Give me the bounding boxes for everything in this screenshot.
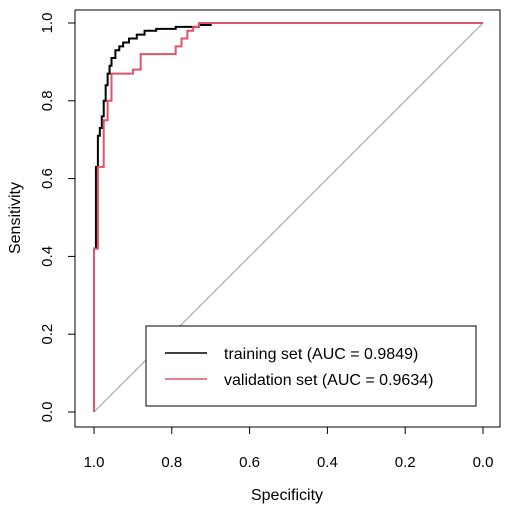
legend: training set (AUC = 0.9849) validation s… xyxy=(145,325,477,407)
roc-curve-training xyxy=(93,22,293,412)
y-tick-label: 1.0 xyxy=(39,13,56,34)
y-tick-label: 0.0 xyxy=(39,402,56,423)
x-tick-label: 0.8 xyxy=(161,454,182,471)
y-tick-label: 0.2 xyxy=(39,324,56,345)
roc-curve-validation xyxy=(93,22,483,412)
y-tick-label: 0.6 xyxy=(39,168,56,189)
x-axis-title: Specificity xyxy=(251,487,323,504)
y-axis: 0.0 0.2 0.4 0.6 0.8 1.0 xyxy=(39,13,76,423)
legend-label-validation: validation set (AUC = 0.9634) xyxy=(224,372,433,389)
legend-box xyxy=(145,325,477,407)
x-axis: 1.0 0.8 0.6 0.4 0.2 0.0 xyxy=(84,426,494,471)
x-tick-label: 1.0 xyxy=(84,454,105,471)
legend-label-training: training set (AUC = 0.9849) xyxy=(224,346,418,363)
x-tick-label: 0.0 xyxy=(473,454,494,471)
y-tick-label: 0.8 xyxy=(39,90,56,111)
x-tick-label: 0.6 xyxy=(239,454,260,471)
y-axis-title: Sensitivity xyxy=(7,182,24,254)
y-tick-label: 0.4 xyxy=(39,246,56,267)
x-tick-label: 0.4 xyxy=(317,454,338,471)
series-layer xyxy=(93,22,483,412)
x-tick-label: 0.2 xyxy=(395,454,416,471)
